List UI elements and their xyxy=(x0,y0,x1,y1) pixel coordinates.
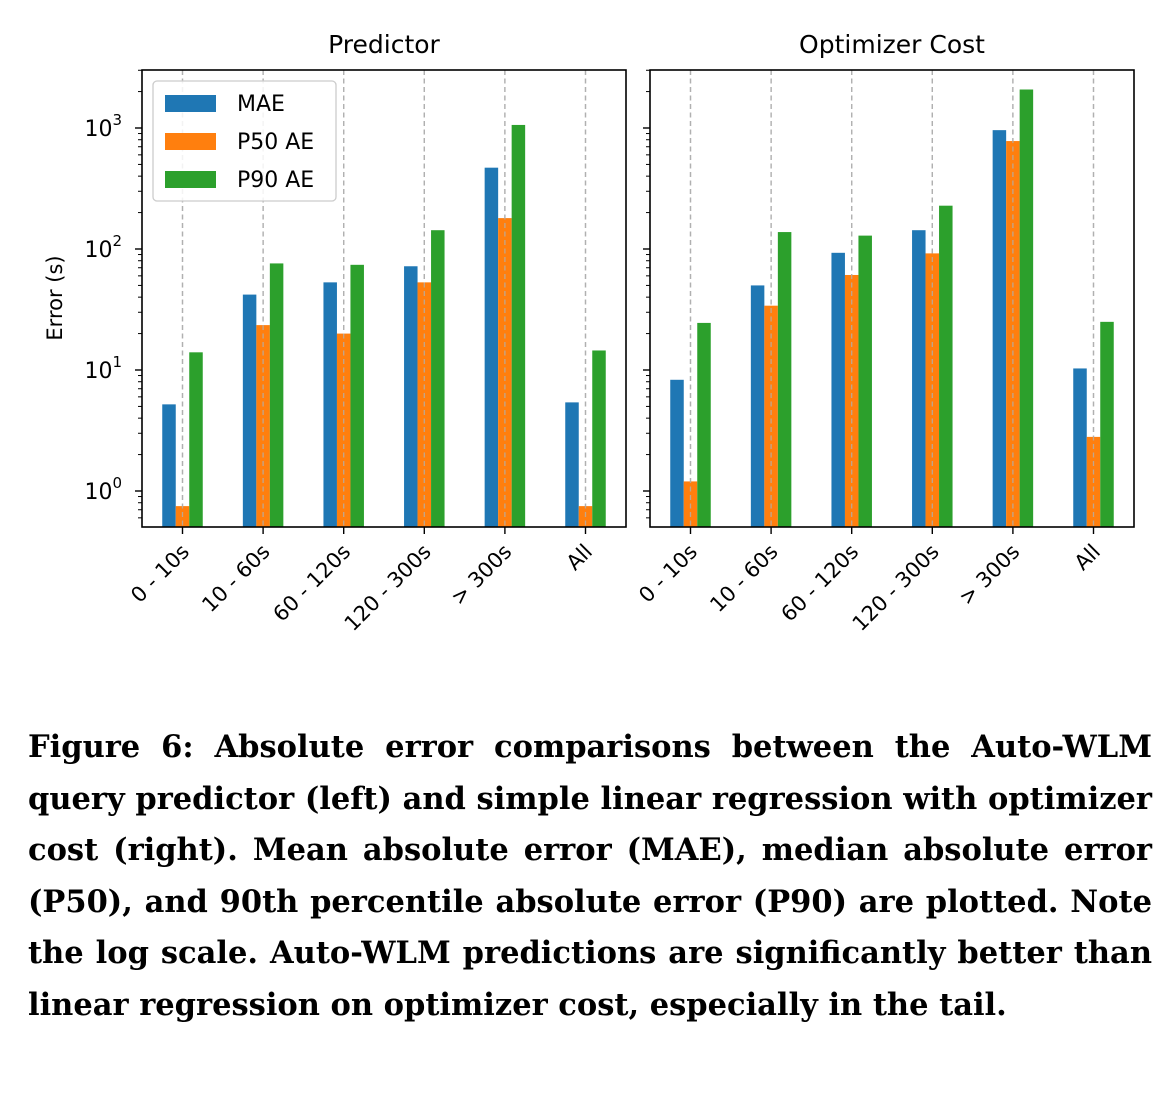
axes-frame xyxy=(649,69,1135,528)
x-tick-label: > 300s xyxy=(446,540,516,610)
bar-p90-ae xyxy=(511,124,526,527)
bar-p90-ae xyxy=(269,263,284,527)
x-tick-label: All xyxy=(562,540,597,575)
x-tick-label: All xyxy=(1070,540,1105,575)
x-tick-label: 10 - 60s xyxy=(705,540,782,617)
bar-mae xyxy=(912,230,926,527)
figure-caption: Figure 6: Absolute error comparisons bet… xyxy=(28,729,1152,1023)
bar-p90-ae xyxy=(858,235,872,527)
bar-p50-ae xyxy=(764,305,778,527)
legend-swatch xyxy=(165,95,216,112)
x-tick-label: > 300s xyxy=(954,540,1024,610)
bar-p50-ae xyxy=(256,325,270,527)
bar-mae xyxy=(242,294,257,527)
x-tick-label: 0 - 10s xyxy=(126,540,194,608)
bar-p90-ae xyxy=(431,230,445,527)
bar-p90-ae xyxy=(189,352,203,527)
bar-mae xyxy=(565,402,579,527)
bar-p50-ae xyxy=(844,274,859,527)
bar-mae xyxy=(1073,368,1087,527)
axes-frame xyxy=(141,69,627,528)
y-tick-label: 103 xyxy=(84,111,122,142)
legend-swatch xyxy=(165,171,216,188)
bar-mae xyxy=(162,404,176,527)
legend: MAE P50 AE P90 AE xyxy=(152,80,337,202)
bar-p50-ae xyxy=(925,253,940,527)
chart-title: Optimizer Cost xyxy=(799,30,985,59)
bar-p90-ae xyxy=(1019,89,1034,527)
y-tick-label: 102 xyxy=(84,232,122,263)
bar-mae xyxy=(323,282,337,527)
legend-swatch xyxy=(165,133,216,150)
bar-p90-ae xyxy=(939,205,953,527)
x-tick-label: 60 - 120s xyxy=(776,540,863,627)
x-tick-label: 0 - 10s xyxy=(634,540,702,608)
bar-mae xyxy=(404,266,418,527)
bar-p90-ae xyxy=(697,322,711,527)
bar-mae xyxy=(670,379,684,527)
bar-mae xyxy=(831,252,845,527)
bar-p90-ae xyxy=(350,264,364,527)
bar-p50-ae xyxy=(498,218,512,528)
chart-title: Predictor xyxy=(328,30,440,59)
x-tick-label: 60 - 120s xyxy=(268,540,355,627)
legend-label: P90 AE xyxy=(237,168,314,193)
bar-p90-ae xyxy=(777,232,792,527)
bar-mae xyxy=(750,285,765,527)
y-tick-label: 100 xyxy=(84,474,122,505)
bar-mae xyxy=(992,130,1007,527)
y-axis-label: Error (s) xyxy=(43,255,67,340)
bar-p90-ae xyxy=(592,350,606,527)
bar-mae xyxy=(484,167,499,527)
legend-label: MAE xyxy=(237,92,285,117)
y-tick-label: 101 xyxy=(84,353,122,384)
legend-label: P50 AE xyxy=(237,130,314,155)
x-tick-label: 120 - 300s xyxy=(340,540,436,636)
x-tick-label: 120 - 300s xyxy=(848,540,944,636)
bar-p90-ae xyxy=(1100,321,1114,527)
x-tick-label: 10 - 60s xyxy=(197,540,274,617)
